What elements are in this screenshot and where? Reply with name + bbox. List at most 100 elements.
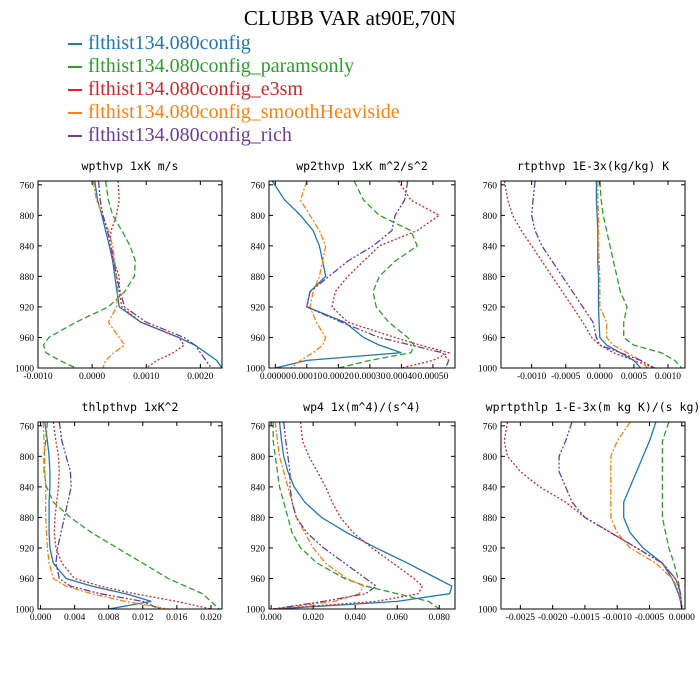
x-tick-label: -0.0010 [603, 613, 633, 623]
series-line [273, 422, 378, 609]
series-line [42, 422, 169, 609]
x-tick-label: 0.012 [132, 613, 154, 623]
series-line [558, 422, 683, 609]
y-tick-label: 920 [483, 303, 498, 313]
y-tick-label: 920 [251, 303, 266, 313]
plot-frame [268, 180, 456, 369]
y-tick-label: 1000 [478, 365, 497, 375]
legend-label: flthist134.080config [88, 32, 251, 54]
y-tick-label: 920 [483, 544, 498, 554]
y-tick-label: 880 [20, 514, 35, 524]
y-tick-label: 840 [20, 242, 35, 252]
series-line [44, 422, 152, 609]
chart-panel: wprtpthlp 1-E-3x(m kg K)/(s kg) 760 800 840… [478, 400, 700, 623]
series-line [108, 181, 186, 368]
series-line [43, 422, 220, 609]
y-tick-label: 960 [251, 334, 266, 344]
x-tick-label: -0.0025 [506, 613, 536, 623]
panel-title: rtpthvp 1E-3x(kg/kg) K [517, 159, 669, 173]
x-tick-label: 0.0005 [621, 372, 647, 382]
chart-panel: wpthvp 1xK m/s 760 800 840 880 920 960 1000-0.0… [15, 159, 223, 382]
x-tick-label: 0.00040 [386, 372, 417, 382]
legend-entry: flthist134.080config_smoothHeaviside [68, 101, 400, 124]
plot-frame [37, 421, 223, 610]
x-tick-label: 0.0000 [669, 613, 695, 623]
x-tick-label: 0.020 [200, 613, 222, 623]
x-tick-label: 0.0000 [587, 372, 613, 382]
y-tick-label: 800 [483, 212, 498, 222]
x-tick-label: 0.000 [260, 613, 282, 623]
y-tick-label: 1000 [246, 365, 265, 375]
series-line [595, 181, 642, 368]
y-tick-label: 840 [251, 242, 266, 252]
y-tick-label: 880 [483, 273, 498, 283]
y-tick-label: 800 [251, 453, 266, 463]
x-tick-label: 0.060 [387, 613, 409, 623]
series-line [94, 181, 222, 368]
series-line [97, 181, 212, 368]
y-tick-label: 760 [20, 181, 35, 191]
x-tick-label: -0.0005 [635, 613, 665, 623]
legend-swatch [68, 88, 82, 91]
y-tick-label: 760 [251, 181, 266, 191]
panel-title: thlpthvp 1xK^2 [82, 400, 179, 414]
y-tick-label: 760 [483, 181, 498, 191]
series-line [55, 422, 161, 609]
y-tick-label: 880 [251, 273, 266, 283]
plot-frame [268, 421, 456, 610]
series-line [273, 422, 365, 609]
x-tick-label: 0.0020 [187, 372, 213, 382]
legend-entry: flthist134.080config_paramsonly [68, 55, 400, 78]
y-tick-label: 960 [20, 334, 35, 344]
y-tick-label: 880 [483, 514, 498, 524]
y-tick-label: 800 [20, 212, 35, 222]
legend-entry: flthist134.080config [68, 32, 400, 55]
x-tick-label: 0.0010 [655, 372, 681, 382]
y-tick-label: 800 [251, 212, 266, 222]
legend-label: flthist134.080config_e3sm [88, 78, 303, 100]
x-tick-label: 0.00020 [323, 372, 354, 382]
chart-panel: thlpthvp 1xK^276080084088092096010000.00… [15, 400, 223, 623]
panel-title: wp4 1x(m^4)/(s^4) [303, 400, 421, 414]
y-tick-label: 800 [483, 453, 498, 463]
y-tick-label: 760 [20, 422, 35, 432]
x-tick-label: 0.0000 [79, 372, 105, 382]
x-tick-label: 0.00050 [417, 372, 448, 382]
y-tick-label: 960 [483, 334, 498, 344]
y-tick-label: 840 [483, 242, 498, 252]
y-tick-label: 920 [20, 303, 35, 313]
y-tick-label: 840 [20, 483, 35, 493]
x-tick-label: 0.080 [429, 613, 451, 623]
x-tick-label: -0.0015 [570, 613, 600, 623]
panel-title: wpthvp 1xK m/s [82, 159, 179, 173]
series-line [290, 181, 327, 368]
y-tick-label: 1000 [15, 365, 34, 375]
legend-label: flthist134.080config_paramsonly [88, 55, 355, 77]
plot-frame [37, 180, 223, 369]
y-tick-label: 760 [251, 422, 266, 432]
x-tick-label: 0.00030 [354, 372, 385, 382]
panel-title: wprtpthlp 1-E-3x(m kg K)/(s kg) [486, 400, 700, 414]
series-line [52, 422, 212, 609]
plot-frame [500, 421, 686, 610]
x-tick-label: 0.000 [30, 613, 52, 623]
chart-panel: wp4 1x(m^4)/(s^4)76080084088092096010000… [246, 400, 456, 623]
legend-entry: flthist134.080config_rich [68, 124, 400, 147]
series-line [599, 181, 683, 368]
series-line [661, 422, 683, 609]
legend-swatch [68, 65, 82, 68]
series-line [338, 181, 419, 368]
series-line [610, 422, 683, 609]
series-line [503, 181, 655, 368]
x-tick-label: 0.020 [302, 613, 324, 623]
series-line [92, 181, 126, 368]
y-tick-label: 840 [251, 483, 266, 493]
y-tick-label: 880 [20, 273, 35, 283]
legend-swatch [68, 134, 82, 137]
y-tick-label: 840 [483, 483, 498, 493]
legend-swatch [68, 42, 82, 45]
y-tick-label: 920 [20, 544, 35, 554]
y-tick-label: 1000 [15, 606, 34, 616]
x-tick-label: 0.00000 [260, 372, 291, 382]
y-tick-label: 880 [251, 514, 266, 524]
